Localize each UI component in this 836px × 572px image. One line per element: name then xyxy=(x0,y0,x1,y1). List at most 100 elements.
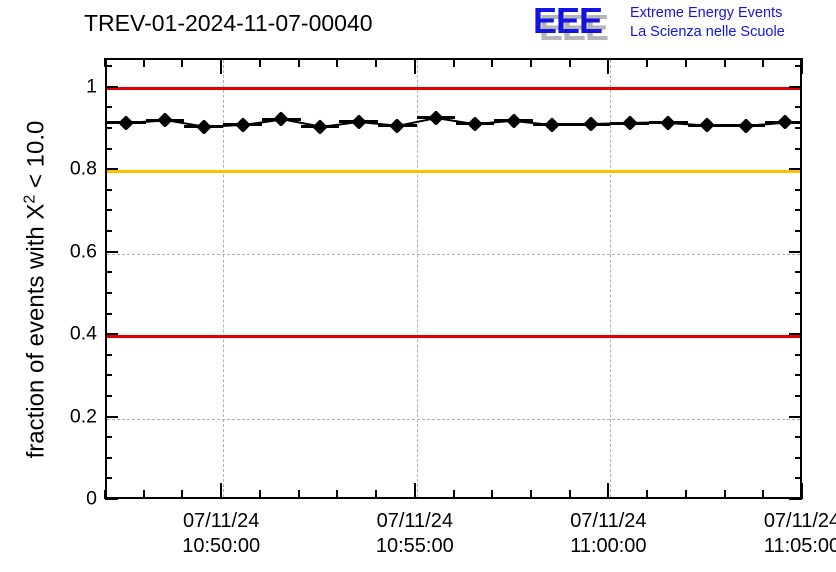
x-tick-top-64 xyxy=(762,58,765,67)
x-tick-minor-57 xyxy=(491,490,494,499)
y-tick-label-2: 0.4 xyxy=(69,322,97,345)
x-tick-major-65 xyxy=(801,483,803,499)
x-tick-minor-63 xyxy=(723,490,726,499)
x-tick-label-date-3: 07/11/24 xyxy=(763,510,836,532)
y-tick-label-0: 0 xyxy=(86,487,97,510)
y-tick-right-0.1 xyxy=(795,456,802,459)
y-axis-title-prefix: fraction of events with X xyxy=(22,203,50,459)
y-tick-minor-0.25 xyxy=(105,394,112,397)
x-tick-top-63 xyxy=(723,58,726,67)
x-tick-minor-56 xyxy=(452,490,455,499)
x-tick-minor-52 xyxy=(297,490,300,499)
x-tick-major-60 xyxy=(607,483,610,499)
y-tick-minor-0.35 xyxy=(105,353,112,356)
y-tick-right-0.3 xyxy=(795,374,802,377)
x-tick-top-48 xyxy=(142,58,145,67)
y-tick-minor-0.55 xyxy=(105,271,112,274)
x-tick-minor-47 xyxy=(104,490,106,499)
y-tick-minor-0.5 xyxy=(105,291,112,294)
x-tick-top-60 xyxy=(607,58,610,74)
data-point-1 xyxy=(157,112,173,128)
y-tick-minor-0.1 xyxy=(105,456,112,459)
y-gridline-3 xyxy=(107,253,800,255)
x-tick-label-time-0: 10:50:00 xyxy=(182,535,261,557)
x-gridline-1 xyxy=(416,60,418,497)
data-point-17 xyxy=(776,114,793,131)
y-tick-minor-1.05 xyxy=(105,65,112,68)
x-tick-label-1: 07/11/24 10:55:00 xyxy=(376,509,454,559)
y-tick-minor-0.15 xyxy=(105,436,112,439)
x-tick-label-date-1: 07/11/24 xyxy=(376,510,453,532)
x-tick-top-55 xyxy=(413,58,416,74)
x-tick-top-51 xyxy=(258,58,261,67)
y-tick-major-0.8 xyxy=(105,168,118,171)
y-tick-right-1.05 xyxy=(795,65,802,68)
x-tick-top-49 xyxy=(181,58,184,67)
y-tick-label-3: 0.6 xyxy=(69,240,97,263)
x-tick-minor-48 xyxy=(142,490,145,499)
x-tick-top-58 xyxy=(529,58,532,67)
x-tick-label-date-0: 07/11/24 xyxy=(182,510,260,532)
y-tick-right-0.6 xyxy=(789,250,802,253)
eee-logo-mark: EEE xyxy=(533,0,603,41)
y-axis-title-sup: 2 xyxy=(21,194,39,204)
data-point-16 xyxy=(738,117,754,134)
data-point-13 xyxy=(621,115,638,132)
y-tick-label-1: 0.2 xyxy=(69,405,97,428)
data-point-14 xyxy=(660,114,677,131)
y-tick-minor-0.75 xyxy=(105,188,112,191)
data-point-3 xyxy=(234,116,251,133)
x-tick-major-50 xyxy=(220,483,223,499)
x-tick-top-62 xyxy=(684,58,687,67)
x-tick-label-time-2: 11:00:00 xyxy=(570,535,647,557)
x-tick-minor-58 xyxy=(529,490,532,499)
y-tick-right-1 xyxy=(789,85,802,88)
x-gridline-0 xyxy=(223,60,225,497)
y-tick-right-0.7 xyxy=(795,209,802,212)
x-tick-label-time-3: 11:05:00 xyxy=(763,535,836,557)
y-tick-right-0.5 xyxy=(795,291,802,294)
y-tick-minor-0.85 xyxy=(105,147,112,150)
data-point-8 xyxy=(428,109,444,126)
data-point-0 xyxy=(118,114,135,131)
y-tick-label-4: 0.8 xyxy=(69,157,97,180)
x-tick-top-61 xyxy=(646,58,649,67)
y-tick-major-0 xyxy=(105,498,118,500)
y-tick-minor-0.45 xyxy=(105,312,112,315)
y-tick-right-0.05 xyxy=(795,477,802,480)
x-tick-minor-64 xyxy=(762,490,765,499)
y-tick-right-0 xyxy=(789,498,802,500)
x-tick-top-57 xyxy=(491,58,494,67)
y-tick-minor-0.65 xyxy=(105,230,112,233)
data-point-9 xyxy=(467,116,483,132)
y-tick-right-0.55 xyxy=(795,271,802,274)
x-tick-minor-53 xyxy=(336,490,339,499)
x-tick-top-52 xyxy=(297,58,300,67)
data-point-7 xyxy=(389,117,406,134)
eee-logo-line2: La Scienza nelle Scuole xyxy=(630,24,785,40)
y-tick-right-0.9 xyxy=(795,127,802,130)
y-tick-right-0.15 xyxy=(795,436,802,439)
threshold-line-warning-orange-limit xyxy=(107,169,800,173)
eee-logo-line1: Extreme Energy Events xyxy=(630,5,783,21)
x-tick-top-50 xyxy=(220,58,223,74)
y-gridline-1 xyxy=(107,418,800,420)
x-tick-top-59 xyxy=(568,58,571,67)
data-point-12 xyxy=(583,116,599,133)
data-point-4 xyxy=(273,111,290,128)
x-gridline-2 xyxy=(610,60,612,497)
x-tick-minor-54 xyxy=(375,490,378,499)
x-tick-minor-61 xyxy=(646,490,649,499)
y-tick-minor-0.9 xyxy=(105,127,112,130)
y-tick-right-0.8 xyxy=(789,168,802,171)
y-axis-title-suffix: < 10.0 xyxy=(22,120,50,195)
y-tick-minor-0.95 xyxy=(105,106,112,109)
y-tick-right-0.85 xyxy=(795,147,802,150)
x-tick-label-3: 07/11/24 11:05:00 xyxy=(764,509,836,559)
y-tick-minor-0.3 xyxy=(105,374,112,377)
y-tick-right-0.45 xyxy=(795,312,802,315)
y-tick-right-0.4 xyxy=(789,333,802,336)
x-tick-minor-59 xyxy=(568,490,571,499)
data-point-15 xyxy=(699,117,715,133)
